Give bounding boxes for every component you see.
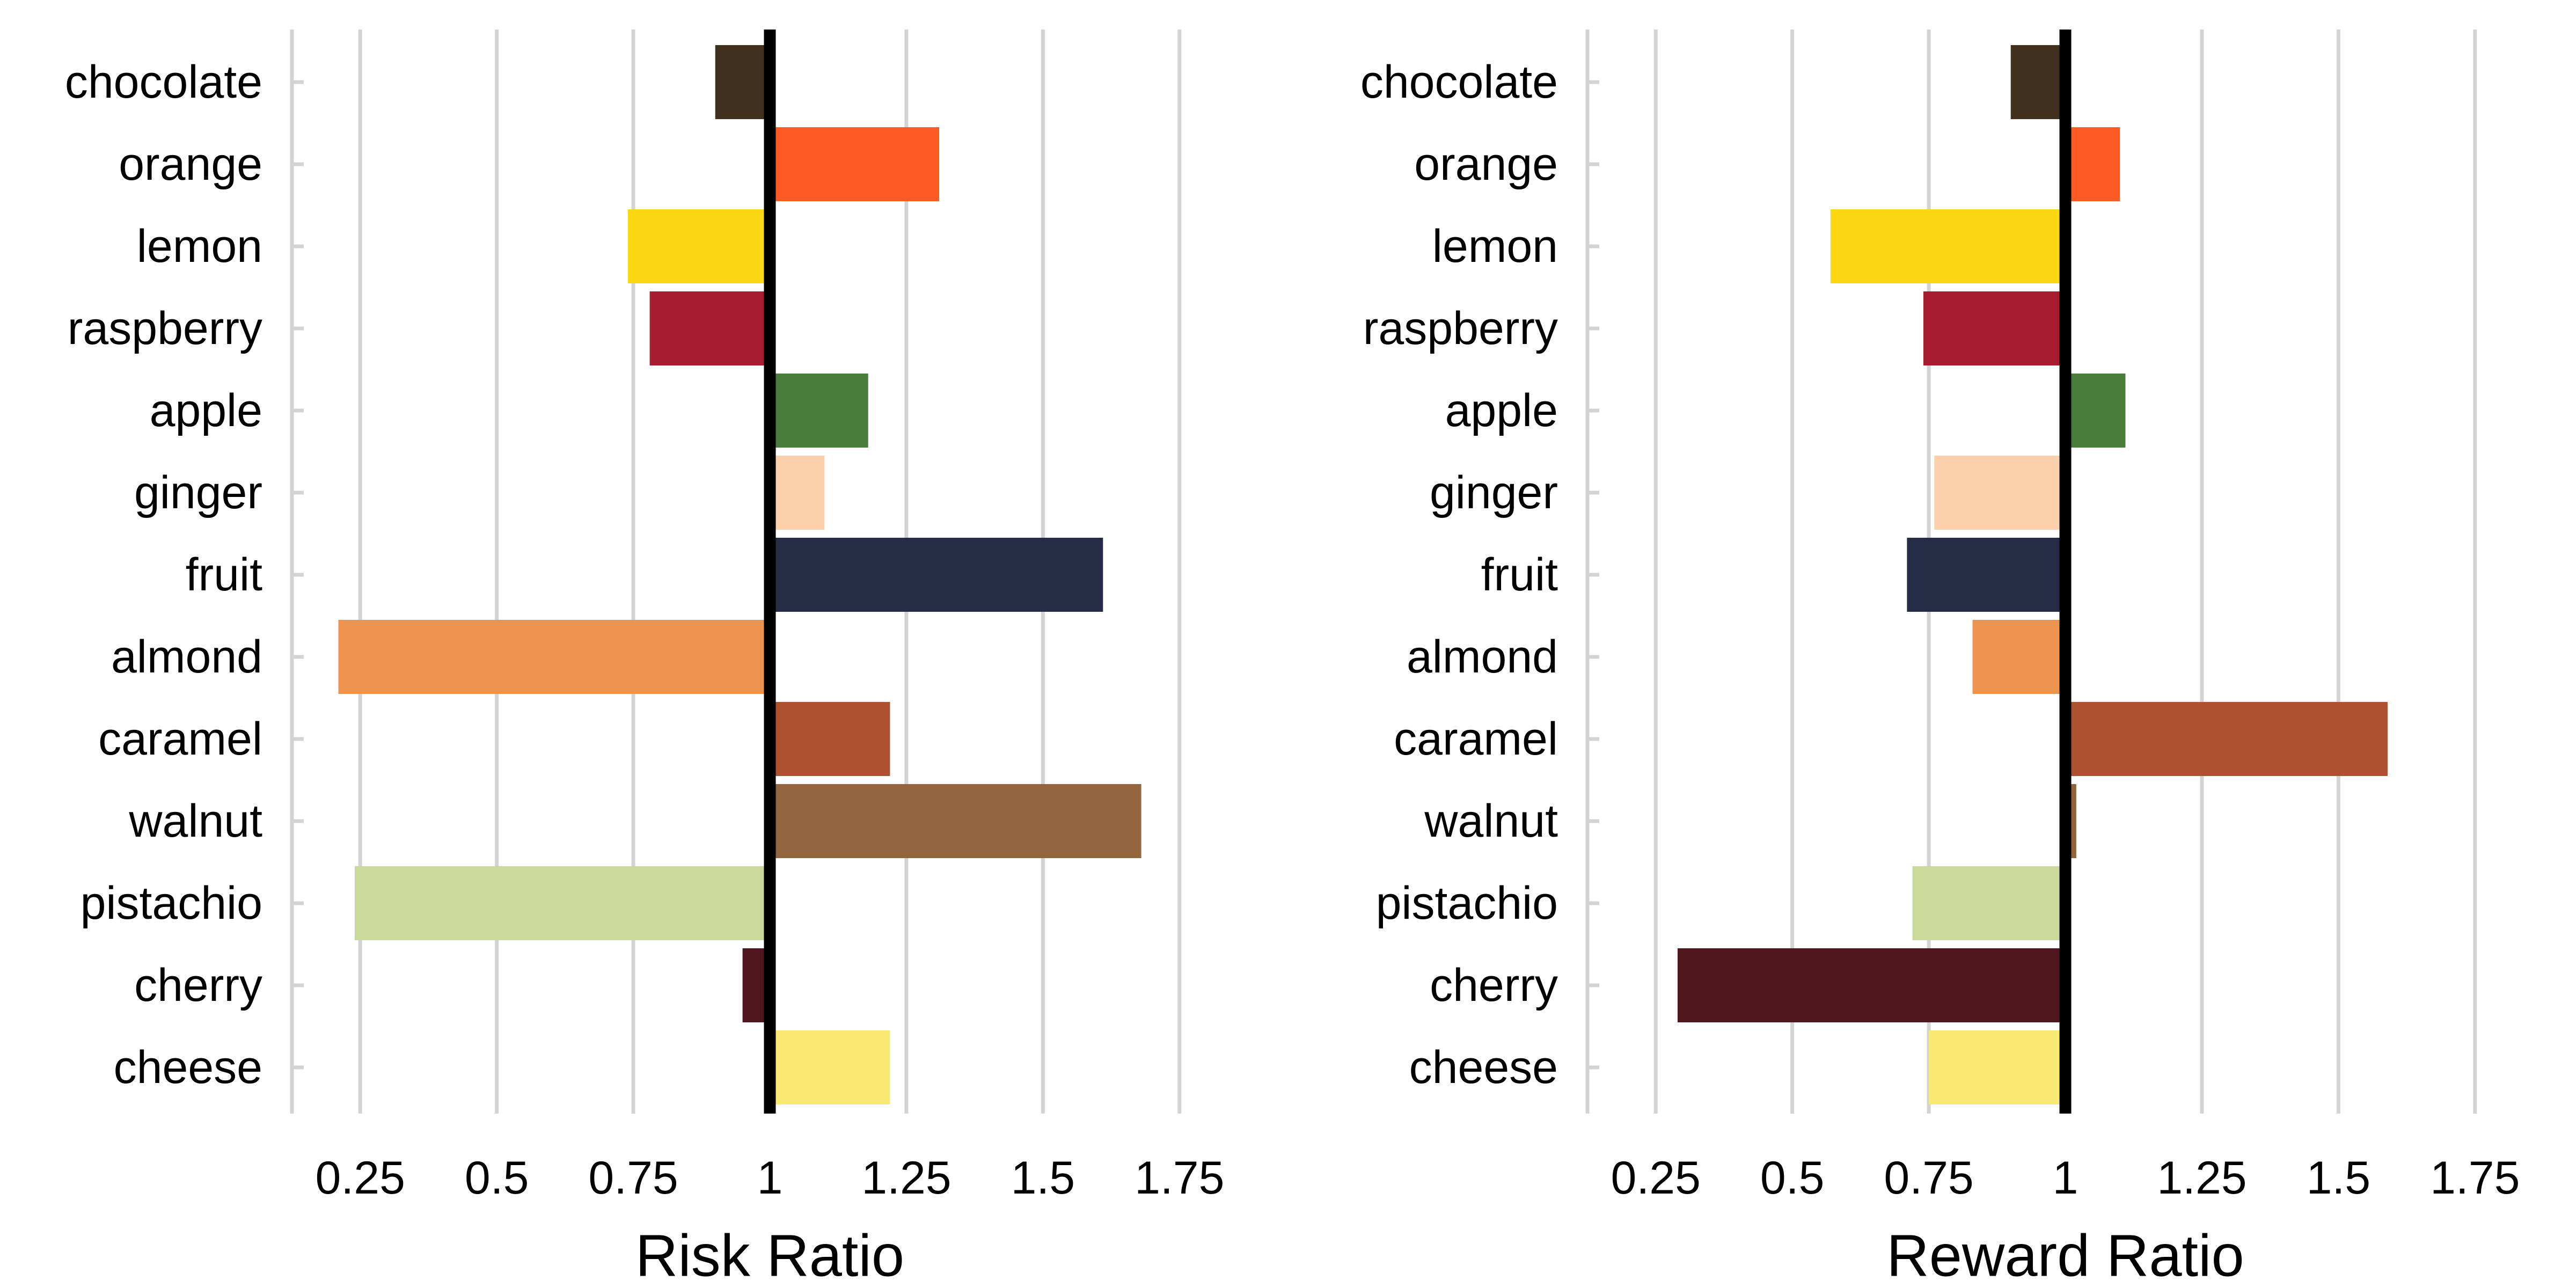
risk-x-tick-label: 1.25 (861, 1152, 951, 1204)
reward-category-label-caramel: caramel (1394, 713, 1558, 765)
risk-bar-fruit (770, 538, 1103, 612)
risk-x-axis-title: Risk Ratio (635, 1223, 904, 1288)
risk-bar-apple (770, 374, 868, 448)
risk-x-tick-label: 0.75 (588, 1152, 678, 1204)
reward-category-label-pistachio: pistachio (1376, 877, 1558, 929)
risk-x-tick-label: 1.75 (1135, 1152, 1224, 1204)
reward-x-tick-label: 1.25 (2157, 1152, 2246, 1204)
risk-bar-walnut (770, 784, 1141, 858)
reward-x-tick-label: 0.25 (1611, 1152, 1701, 1204)
reward-category-label-walnut: walnut (1424, 795, 1558, 847)
risk-bar-orange (770, 127, 939, 201)
risk-category-label-orange: orange (119, 138, 262, 190)
risk-bar-lemon (627, 209, 770, 283)
reward-bar-orange (2065, 127, 2120, 201)
reward-bar-chocolate (2010, 45, 2066, 119)
risk-bar-chocolate (715, 45, 770, 119)
reward-x-tick-label: 1.75 (2430, 1152, 2520, 1204)
risk-bar-cheese (770, 1030, 890, 1104)
risk-category-label-pistachio: pistachio (80, 877, 262, 929)
reward-category-label-chocolate: chocolate (1360, 56, 1558, 108)
reward-bar-lemon (1830, 209, 2066, 283)
risk-category-label-chocolate: chocolate (65, 56, 262, 108)
reward-category-label-apple: apple (1445, 385, 1558, 436)
risk-category-label-raspberry: raspberry (68, 303, 262, 354)
reward-category-label-orange: orange (1414, 138, 1558, 190)
reward-category-label-cherry: cherry (1430, 960, 1558, 1011)
risk-bar-almond (338, 620, 770, 694)
risk-category-label-cherry: cherry (134, 960, 262, 1011)
risk-category-label-cheese: cheese (114, 1042, 262, 1093)
reward-category-label-cheese: cheese (1409, 1042, 1558, 1093)
reward-category-label-fruit: fruit (1481, 549, 1558, 601)
risk-x-tick-label: 1.5 (1011, 1152, 1075, 1204)
reward-bar-pistachio (1912, 866, 2066, 940)
risk-x-tick-label: 1 (757, 1152, 783, 1204)
reward-category-label-raspberry: raspberry (1363, 303, 1558, 354)
risk-category-label-ginger: ginger (134, 467, 262, 518)
reward-bar-fruit (1907, 538, 2066, 612)
risk-x-tick-label: 0.25 (316, 1152, 405, 1204)
risk-category-label-fruit: fruit (186, 549, 262, 601)
risk-category-label-apple: apple (150, 385, 262, 436)
reward-bar-apple (2065, 374, 2126, 448)
risk-ratio-panel: chocolate orange lemon raspberry apple ginger… (65, 30, 1224, 1288)
reward-category-label-ginger: ginger (1430, 467, 1558, 518)
reward-x-tick-label: 1 (2053, 1152, 2079, 1204)
reward-ratio-panel: chocolate orange lemon raspberry apple ginger… (1360, 30, 2520, 1288)
risk-x-tick-label: 0.5 (465, 1152, 529, 1204)
reward-bar-ginger (1934, 456, 2066, 530)
reward-bar-raspberry (1923, 291, 2066, 365)
reward-x-tick-label: 0.75 (1884, 1152, 1973, 1204)
reward-bar-cherry (1677, 948, 2066, 1022)
risk-bar-caramel (770, 702, 890, 776)
risk-bar-raspberry (649, 291, 770, 365)
reward-bar-almond (1972, 620, 2066, 694)
reward-bar-caramel (2065, 702, 2388, 776)
reward-category-label-lemon: lemon (1432, 221, 1558, 272)
risk-category-label-lemon: lemon (137, 221, 262, 272)
risk-bar-pistachio (355, 866, 770, 940)
risk-bar-ginger (770, 456, 825, 530)
risk-category-label-almond: almond (111, 631, 262, 683)
risk-category-label-caramel: caramel (98, 713, 262, 765)
reward-x-tick-label: 0.5 (1760, 1152, 1825, 1204)
reward-category-label-almond: almond (1407, 631, 1558, 683)
reward-x-tick-label: 1.5 (2307, 1152, 2371, 1204)
reward-bar-cheese (1929, 1030, 2066, 1104)
reward-x-axis-title: Reward Ratio (1886, 1223, 2244, 1288)
risk-category-label-walnut: walnut (128, 795, 262, 847)
